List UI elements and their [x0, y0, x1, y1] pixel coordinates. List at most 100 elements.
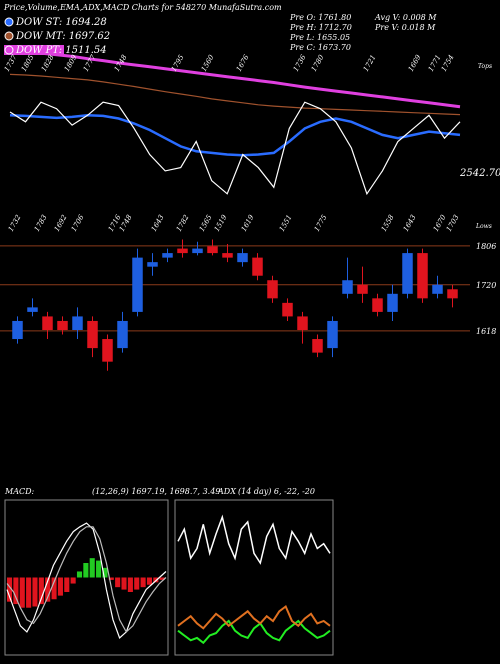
- low-label: 1732: [7, 213, 23, 233]
- histogram-bar: [108, 577, 114, 580]
- low-label: 1782: [175, 213, 191, 233]
- top-label: 1780: [310, 53, 326, 73]
- histogram-bar: [51, 577, 57, 600]
- low-label: 1703: [445, 213, 461, 233]
- candle-body: [282, 302, 293, 317]
- candle-body: [387, 293, 398, 312]
- candle-body: [222, 253, 233, 258]
- histogram-bar: [102, 567, 108, 578]
- top-label: 1721: [362, 54, 378, 73]
- info-text: Avg V: 0.008 M: [374, 13, 437, 22]
- macd-frame: [4, 499, 169, 656]
- histogram-bar: [159, 577, 165, 580]
- series-line: [6, 522, 167, 639]
- candle-body: [132, 257, 143, 312]
- histogram-bar: [146, 577, 153, 585]
- last-label: 2542.70: [459, 168, 500, 179]
- histogram-bar: [115, 577, 121, 588]
- series-line: [9, 114, 461, 157]
- top-label: 1828: [40, 53, 56, 73]
- candle-body: [102, 339, 113, 362]
- series-line: [9, 73, 461, 116]
- top-label: 1736: [292, 53, 308, 73]
- histogram-bar: [57, 577, 63, 596]
- histogram-bar: [140, 577, 146, 588]
- candle-body: [237, 253, 248, 263]
- candle-body: [402, 253, 413, 294]
- info-text: Pre O: 1761.80: [289, 13, 351, 22]
- legend-label: DOW ST: 1694.28: [15, 17, 107, 28]
- candle-body: [312, 339, 323, 353]
- candle-body: [162, 253, 173, 258]
- low-label: 1748: [118, 213, 134, 233]
- low-label: 1775: [313, 213, 329, 233]
- histogram-bar: [76, 571, 83, 578]
- candle-body: [357, 284, 368, 294]
- candle-body: [147, 262, 158, 267]
- adx-title: ADX: [217, 487, 236, 496]
- low-label: 1619: [240, 213, 256, 233]
- low-label: 1643: [150, 213, 166, 233]
- low-label: 1783: [33, 213, 49, 233]
- candle-body: [192, 248, 203, 254]
- candle-body: [27, 307, 38, 312]
- histogram-bar: [7, 577, 13, 602]
- candle-body: [42, 316, 53, 330]
- histogram-bar: [134, 577, 140, 590]
- low-label: 1519: [213, 213, 229, 233]
- histogram-bar: [32, 577, 38, 607]
- series-line: [177, 604, 331, 630]
- y-tick-label: 1618: [476, 327, 496, 336]
- candle-body: [177, 248, 188, 254]
- histogram-bar: [13, 577, 19, 605]
- histogram-bar: [45, 577, 51, 602]
- top-label: 1737: [3, 53, 19, 73]
- histogram-bar: [64, 577, 70, 592]
- candle-body: [252, 257, 263, 276]
- candle-body: [72, 316, 83, 330]
- histogram-bar: [83, 563, 89, 578]
- candle-body: [267, 280, 278, 299]
- series-line: [177, 619, 331, 645]
- histogram-bar: [26, 577, 32, 608]
- info-text: Pre L: 1655.05: [289, 33, 350, 42]
- series-line: [6, 526, 167, 633]
- candle-body: [297, 316, 308, 330]
- histogram-bar: [96, 560, 102, 578]
- top-label: 1560: [200, 53, 216, 73]
- candle-body: [57, 320, 68, 330]
- histogram-bar: [38, 577, 44, 605]
- candle-body: [207, 246, 218, 254]
- legend-swatch: [4, 31, 14, 41]
- info-text: Pre H: 1712.70: [289, 23, 352, 32]
- low-label: 1706: [70, 213, 86, 233]
- top-label: 1805: [20, 53, 36, 73]
- adx-params: (14 day) 6, -22, -20: [238, 487, 315, 496]
- histogram-bar: [121, 577, 127, 590]
- series-line: [9, 101, 461, 196]
- top-label: 1669: [407, 53, 423, 73]
- histogram-bar: [127, 577, 133, 592]
- histogram-bar: [89, 558, 95, 578]
- low-label: 1692: [53, 213, 69, 233]
- series-line: [9, 48, 461, 109]
- series-line: [177, 514, 331, 565]
- info-text: Pre V: 0.018 M: [374, 23, 436, 32]
- top-label: 1754: [440, 54, 456, 73]
- y-tick-label: 1720: [476, 281, 496, 290]
- info-text: Pre C: 1673.70: [289, 43, 351, 52]
- top-label: 1676: [235, 53, 251, 73]
- macd-params: (12,26,9) 1697.19, 1698.7, 3.49: [92, 487, 220, 496]
- legend-swatch: [4, 45, 14, 55]
- lows-label: Lows: [475, 223, 492, 230]
- candle-body: [432, 284, 443, 294]
- candle-body: [447, 289, 458, 299]
- legend-highlight: [4, 45, 64, 55]
- low-label: 1551: [278, 214, 294, 233]
- legend-swatch: [4, 17, 14, 27]
- candle-body: [417, 253, 428, 299]
- macd-title: MACD:: [4, 487, 35, 496]
- legend-label: DOW PT: 1511.54: [15, 45, 107, 56]
- candle-body: [327, 320, 338, 349]
